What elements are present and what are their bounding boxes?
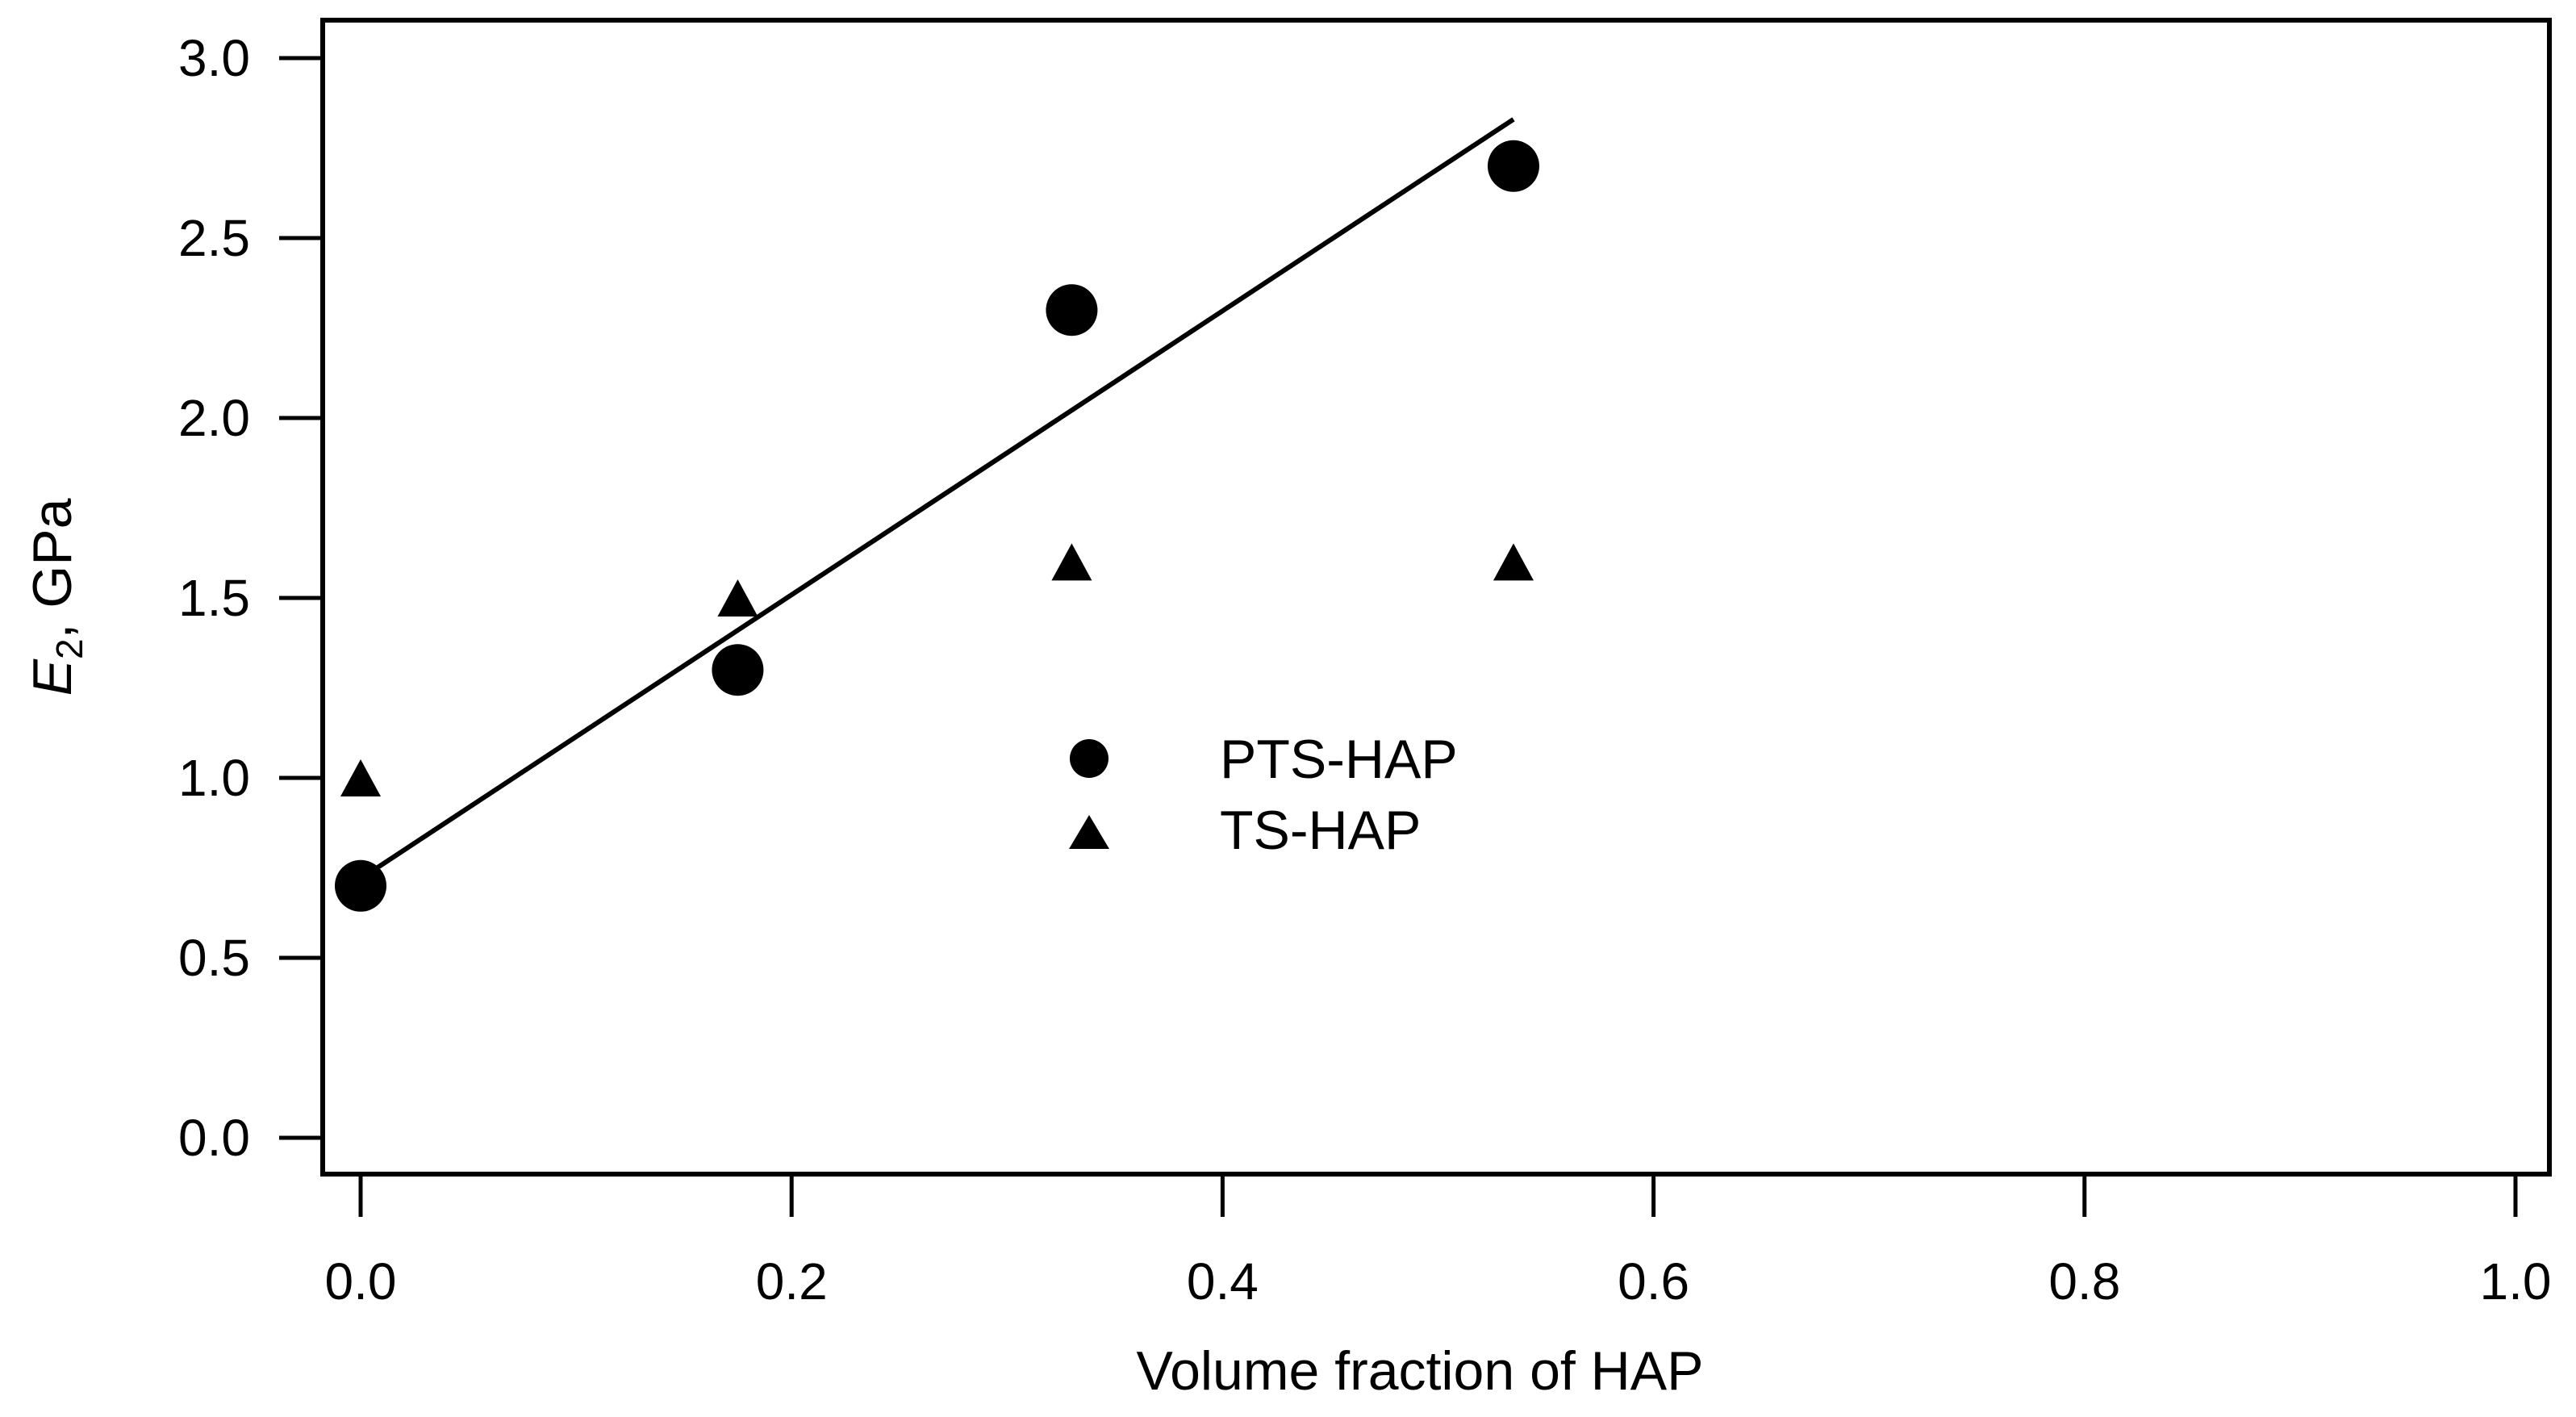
data-marks [335,140,1539,912]
x-tick-label: 0.2 [756,1252,828,1310]
point-ts-hap [717,579,758,617]
y-axis-unit: , GPa [22,498,83,638]
y-axis-subscript: 2 [48,638,90,659]
point-pts-hap [712,644,764,696]
y-tick-label: 3.0 [178,29,250,87]
point-pts-hap [1046,284,1098,336]
y-tick-label: 1.5 [178,569,250,627]
point-ts-hap [1051,543,1092,581]
legend-marker-circle [1070,739,1108,778]
y-tick-label: 2.5 [178,209,250,267]
x-tick-label: 0.6 [1618,1252,1689,1310]
y-tick-label: 0.5 [178,929,250,987]
x-tick-label: 0.8 [2048,1252,2120,1310]
y-axis-title: E2, GPa [22,498,90,696]
legend-label-pts-hap: PTS-HAP [1220,729,1458,790]
x-tick-label: 0.4 [1187,1252,1259,1310]
y-axis-symbol: E [22,658,83,696]
fit-line [359,117,1515,881]
point-ts-hap [340,759,381,796]
y-tick-label: 1.0 [178,749,250,807]
fit-line-group [359,117,1515,881]
x-axis-title: Volume fraction of HAP [1136,1340,1703,1402]
x-tick-label: 0.0 [325,1252,397,1310]
x-axis-ticks: 0.0 0.2 0.4 0.6 0.8 1.0 [325,1174,2552,1310]
legend-label-ts-hap: TS-HAP [1220,800,1421,861]
point-pts-hap [1487,140,1539,192]
point-pts-hap [335,859,386,912]
y-tick-label: 0.0 [178,1109,250,1167]
y-tick-label: 2.0 [178,389,250,447]
x-tick-label: 1.0 [2480,1252,2552,1310]
legend: PTS-HAP TS-HAP [1069,729,1458,861]
y-axis-ticks: 0.0 0.5 1.0 1.5 2.0 2.5 3.0 [178,29,323,1167]
point-ts-hap [1493,543,1534,581]
plot-frame [320,18,2552,1177]
legend-marker-triangle [1069,815,1109,849]
